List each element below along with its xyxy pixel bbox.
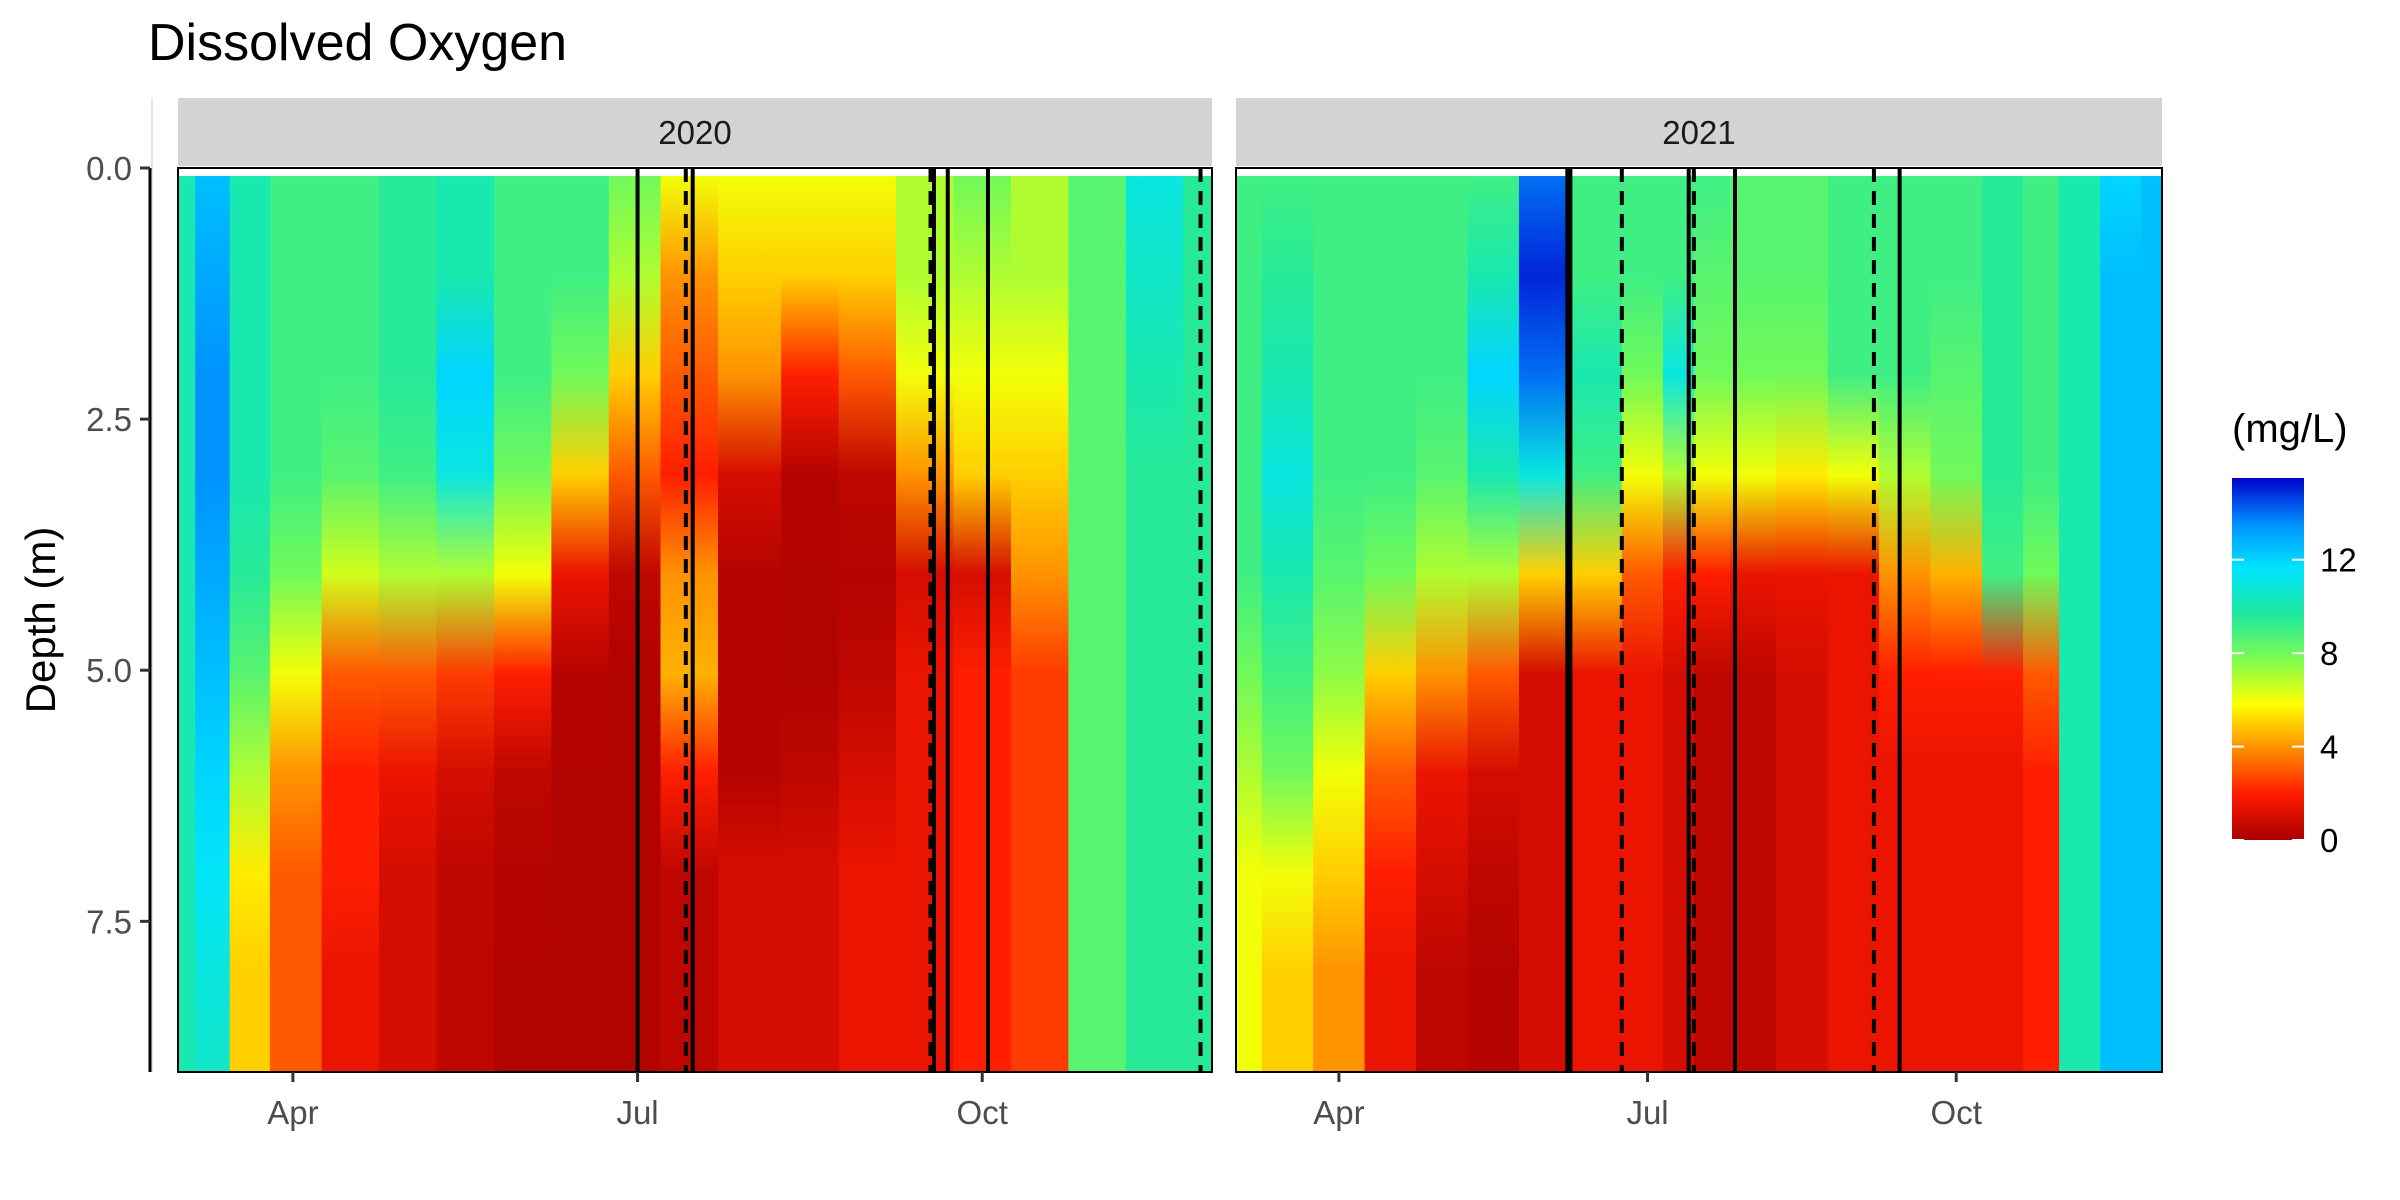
heatmap-column <box>2141 176 2162 1072</box>
heatmap-column <box>660 176 719 1072</box>
heatmap-column <box>379 176 438 1072</box>
heatmap-column <box>1261 176 1315 1072</box>
y-tick-label: 2.5 <box>86 401 132 438</box>
heatmap-column <box>781 176 840 1072</box>
heatmap-column <box>1621 176 1664 1072</box>
heatmap-column <box>1467 176 1520 1072</box>
heatmap-column <box>1729 176 1778 1072</box>
heatmap-column <box>436 176 495 1072</box>
heatmap-column <box>1125 176 1185 1072</box>
heatmap-column <box>1827 176 1881 1072</box>
heatmap-column <box>896 176 955 1072</box>
heatmap-column <box>269 176 323 1072</box>
x-tick-label: Jul <box>616 1094 658 1131</box>
y-ticks: 0.0 2.5 5.0 7.5 <box>86 150 150 940</box>
strip-label-2021: 2021 <box>1662 114 1735 151</box>
y-axis-label: Depth (m) <box>17 527 64 714</box>
x-tick-label: Oct <box>957 1094 1008 1131</box>
heatmap-column <box>608 176 662 1072</box>
chart-title: Dissolved Oxygen <box>148 14 567 72</box>
heatmap-column <box>2059 176 2102 1072</box>
x-ticks-2020: Apr Jul Oct <box>267 1072 1008 1131</box>
heatmap-column <box>1930 176 1983 1072</box>
heatmap-column <box>1313 176 1366 1072</box>
panel-border-2021 <box>1235 167 2163 1073</box>
x-tick-label: Jul <box>1626 1094 1668 1131</box>
heatmap-column <box>321 176 381 1072</box>
heatmap-column <box>1981 176 2025 1072</box>
heatmap-column <box>178 176 197 1072</box>
heatmap-column <box>195 176 231 1072</box>
heatmap-2020 <box>178 168 1212 1072</box>
y-tick-label: 5.0 <box>86 652 132 689</box>
x-tick-label: Apr <box>267 1094 318 1131</box>
heatmap-column <box>1693 176 1731 1072</box>
heatmap-column <box>551 176 610 1072</box>
colorbar-tick-label: 0 <box>2320 822 2338 859</box>
heatmap-column <box>838 176 898 1072</box>
heatmap-column <box>229 176 271 1072</box>
heatmap-column <box>1068 176 1127 1072</box>
panel-border-2020 <box>177 167 1213 1073</box>
panel-2020: 2020 Apr Jul Oct <box>177 98 1213 1131</box>
colorbar-ticks: 0 4 8 12 <box>2232 542 2357 859</box>
legend: (mg/L) 0 4 8 12 <box>2232 407 2357 859</box>
event-lines-2020 <box>635 168 1203 1072</box>
event-lines-2021 <box>1565 168 1902 1072</box>
strip-label-2020: 2020 <box>658 114 731 151</box>
heatmap-column <box>717 176 783 1072</box>
colorbar-tick-label: 12 <box>2320 542 2357 579</box>
x-tick-label: Apr <box>1313 1094 1364 1131</box>
legend-title: (mg/L) <box>2232 407 2348 451</box>
heatmap-column <box>1570 176 1623 1072</box>
heatmap-column <box>2023 176 2061 1072</box>
y-tick-label: 7.5 <box>86 903 132 940</box>
heatmap-column <box>2100 176 2143 1072</box>
panel-2021: 2021 Apr Jul Oct <box>1235 98 2163 1131</box>
heatmap-2021 <box>1236 168 2162 1072</box>
heatmap-column <box>493 176 553 1072</box>
heatmap-column <box>1010 176 1070 1072</box>
y-tick-label: 0.0 <box>86 150 132 187</box>
heatmap-column <box>1364 176 1418 1072</box>
colorbar-tick-label: 8 <box>2320 635 2338 672</box>
heatmap-column <box>1236 176 1263 1072</box>
heatmap-column <box>1879 176 1932 1072</box>
colorbar <box>2232 478 2304 840</box>
x-ticks-2021: Apr Jul Oct <box>1313 1072 1982 1131</box>
strip-2021 <box>1236 98 2162 166</box>
heatmap-column <box>1776 176 1829 1072</box>
heatmap-column <box>953 176 1012 1072</box>
colorbar-tick-label: 4 <box>2320 729 2338 766</box>
x-tick-label: Oct <box>1931 1094 1982 1131</box>
strip-2020 <box>178 98 1212 166</box>
heatmap-column <box>1518 176 1572 1072</box>
heatmap-column <box>1416 176 1469 1072</box>
y-axis: 0.0 2.5 5.0 7.5 Depth (m) <box>17 98 153 1072</box>
heatmap-column <box>1183 176 1212 1072</box>
